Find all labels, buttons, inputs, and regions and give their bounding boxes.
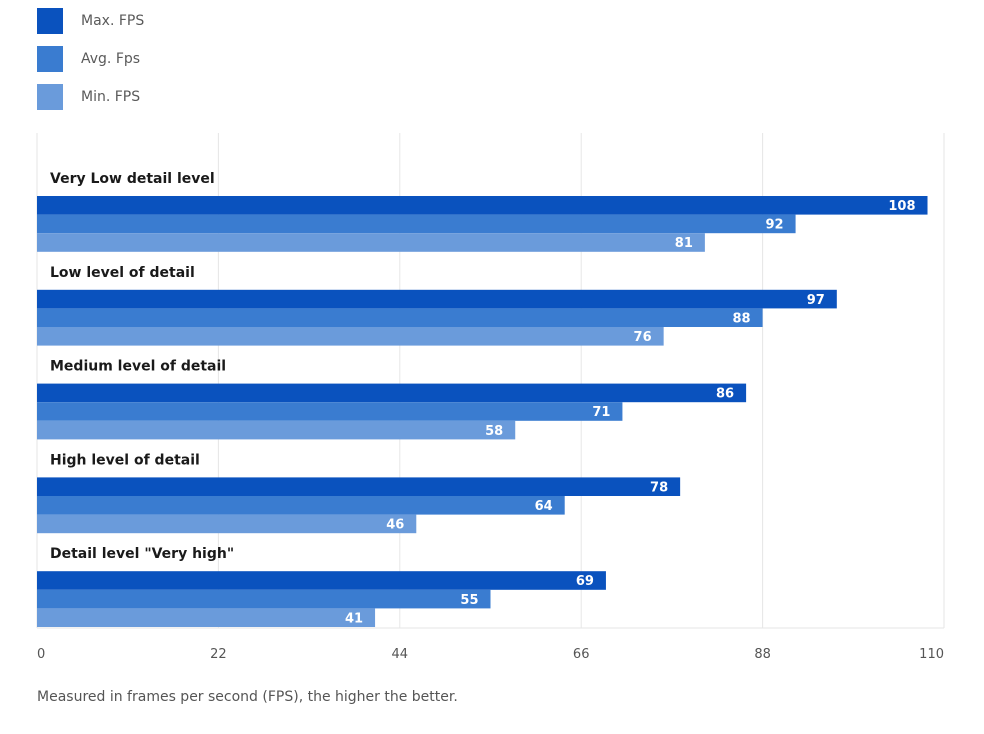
bar	[37, 196, 928, 215]
legend-swatch-min-fps	[37, 84, 63, 110]
bar	[37, 496, 565, 515]
bar-value-label: 55	[460, 593, 478, 608]
legend-label-max-fps: Max. FPS	[81, 13, 145, 29]
bar-value-label: 78	[650, 480, 668, 495]
category-label: Detail level "Very high"	[50, 546, 234, 562]
x-tick-label: 22	[210, 647, 227, 662]
bar	[37, 477, 681, 496]
x-tick-label: 44	[392, 647, 409, 662]
bar	[37, 214, 796, 234]
bar	[37, 308, 763, 327]
legend-swatch-avg-fps	[37, 46, 63, 72]
bar-value-label: 86	[716, 387, 734, 402]
bar	[37, 589, 491, 609]
x-tick-label: 110	[919, 647, 944, 662]
bar-value-label: 88	[733, 311, 751, 326]
bar	[37, 514, 417, 534]
bar-value-label: 108	[888, 199, 915, 214]
legend-item-avg-fps: Avg. Fps	[37, 46, 237, 73]
bar-value-label: 41	[345, 611, 363, 626]
legend-swatch-max-fps	[37, 8, 63, 34]
bar	[37, 383, 747, 403]
bar	[37, 420, 516, 440]
legend-label-avg-fps: Avg. Fps	[81, 51, 141, 67]
bar	[37, 608, 376, 627]
bar-value-label: 64	[535, 499, 553, 514]
x-tick-label: 88	[754, 647, 771, 662]
bar-value-label: 46	[386, 518, 404, 533]
legend-label-min-fps: Min. FPS	[81, 89, 141, 105]
bar	[37, 289, 837, 309]
bar	[37, 233, 705, 252]
bar-value-label: 92	[765, 218, 783, 233]
bar-value-label: 71	[592, 405, 610, 420]
bar-value-label: 76	[634, 330, 652, 345]
category-label: High level of detail	[50, 452, 200, 468]
bar-value-label: 58	[485, 424, 503, 439]
x-tick-label: 66	[573, 647, 590, 662]
bar-value-label: 69	[576, 574, 594, 589]
legend-item-max-fps: Max. FPS	[37, 8, 237, 35]
category-label: Very Low detail level	[50, 171, 215, 187]
legend-item-min-fps: Min. FPS	[37, 84, 237, 111]
bar	[37, 402, 623, 421]
bar-value-label: 97	[807, 293, 825, 308]
bar	[37, 327, 664, 346]
category-label: Low level of detail	[50, 265, 195, 281]
category-label: Medium level of detail	[50, 359, 226, 375]
bar	[37, 571, 606, 590]
chart-note: Measured in frames per second (FPS), the…	[37, 689, 458, 705]
bar-value-label: 81	[675, 236, 693, 251]
x-tick-label: 0	[37, 647, 45, 662]
